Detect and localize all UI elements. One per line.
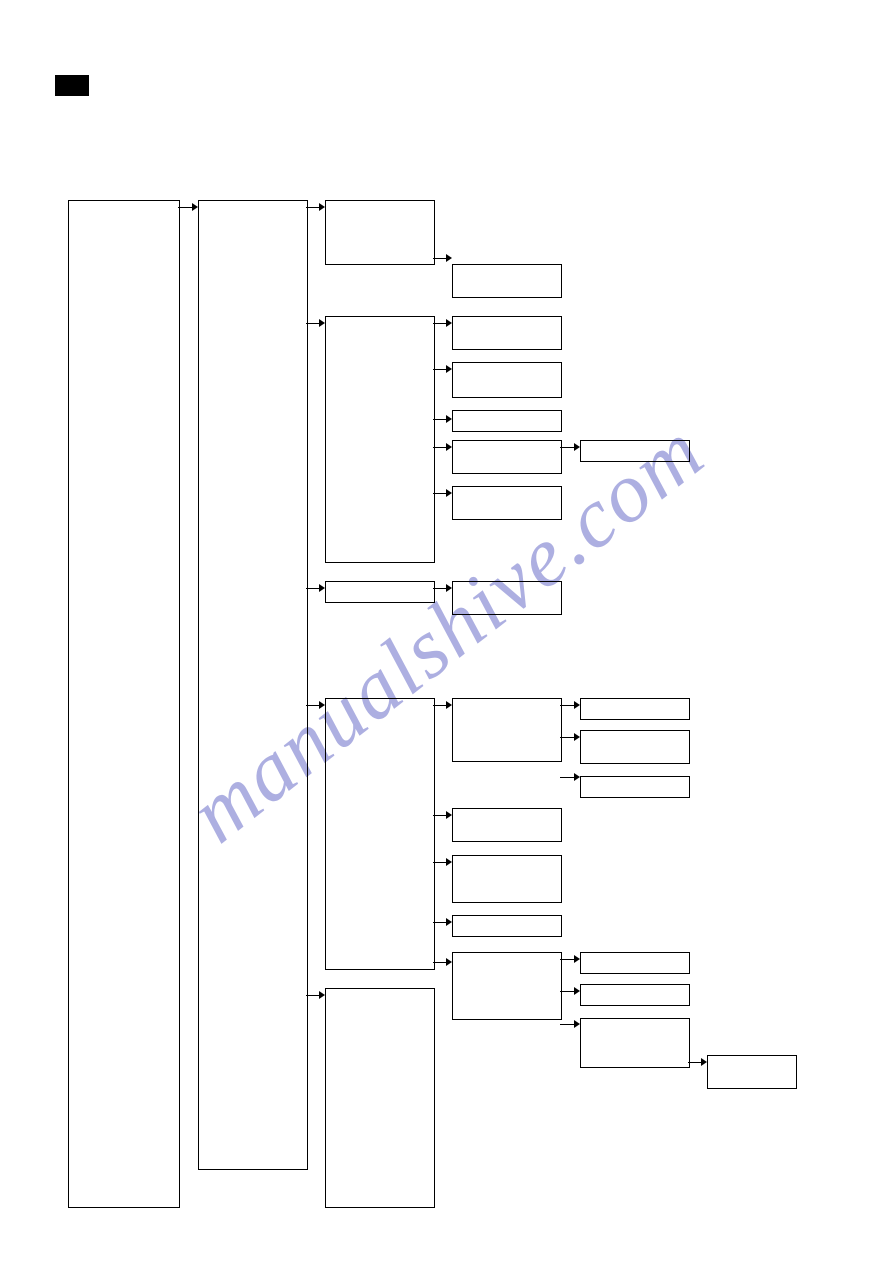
arrow-head-icon (446, 811, 452, 819)
arrow-head-icon (192, 203, 198, 211)
flow-node-c3d1 (452, 698, 562, 762)
flow-node-c2d (325, 698, 435, 970)
flow-node-c3d5 (452, 952, 562, 1020)
flow-edge (306, 207, 320, 208)
flow-node-c3d2 (452, 808, 562, 842)
arrow-head-icon (574, 733, 580, 741)
flow-edge (560, 1024, 575, 1025)
arrow-head-icon (446, 365, 452, 373)
flow-edge (560, 777, 575, 778)
flow-edge (178, 207, 193, 208)
flow-edge (433, 419, 447, 420)
flow-node-c4d1b (580, 730, 690, 764)
flow-edge (433, 705, 447, 706)
flow-node-c4d5a (580, 952, 690, 974)
flow-edge (306, 995, 320, 996)
flow-node-c3d4 (452, 915, 562, 937)
flow-node-c3d3 (452, 855, 562, 903)
flow-node-c2b (325, 316, 435, 563)
flow-edge (688, 1062, 702, 1063)
flow-edge (560, 959, 575, 960)
arrow-head-icon (574, 987, 580, 995)
flow-edge (433, 862, 447, 863)
arrow-head-icon (574, 773, 580, 781)
page-bar (55, 75, 89, 96)
arrow-head-icon (446, 489, 452, 497)
arrow-head-icon (446, 584, 452, 592)
flow-node-c4d1a (580, 698, 690, 720)
flow-edge (433, 258, 447, 259)
flow-node-c3a (452, 264, 562, 298)
flow-edge (433, 962, 447, 963)
flow-node-c4d5c (580, 1018, 690, 1068)
flow-node-c4d1c (580, 776, 690, 798)
flow-edge (433, 493, 447, 494)
flow-node-c3b5 (452, 486, 562, 520)
arrow-head-icon (446, 701, 452, 709)
arrow-head-icon (446, 958, 452, 966)
flow-node-c2e (325, 988, 435, 1208)
arrow-head-icon (574, 443, 580, 451)
arrow-head-icon (574, 1020, 580, 1028)
flow-edge (306, 323, 320, 324)
flow-node-c3b1 (452, 316, 562, 350)
flow-edge (433, 588, 447, 589)
flow-edge (433, 922, 447, 923)
arrow-head-icon (446, 858, 452, 866)
flow-node-c4b4 (580, 440, 690, 462)
page-container: manualshive.com (0, 0, 893, 1263)
flow-edge (433, 447, 447, 448)
arrow-head-icon (701, 1058, 707, 1066)
flow-node-c5d5c (707, 1055, 797, 1089)
arrow-head-icon (446, 443, 452, 451)
arrow-head-icon (319, 584, 325, 592)
flow-edge (306, 705, 320, 706)
flow-edge (560, 991, 575, 992)
arrow-head-icon (319, 991, 325, 999)
arrow-head-icon (574, 955, 580, 963)
flow-node-c0 (68, 200, 180, 1208)
flow-edge (433, 323, 447, 324)
flow-edge (433, 369, 447, 370)
flow-node-c2a (325, 200, 435, 265)
arrow-head-icon (319, 701, 325, 709)
flow-edge (560, 447, 575, 448)
flow-edge (306, 588, 320, 589)
flow-edge (560, 705, 575, 706)
flow-node-c4d5b (580, 984, 690, 1006)
arrow-head-icon (446, 319, 452, 327)
flow-node-c3b3 (452, 410, 562, 432)
arrow-head-icon (446, 415, 452, 423)
flow-node-c1a (198, 200, 308, 1170)
arrow-head-icon (446, 254, 452, 262)
flow-edge (433, 815, 447, 816)
flow-edge (560, 737, 575, 738)
arrow-head-icon (574, 701, 580, 709)
flow-node-c2c (325, 581, 435, 603)
flow-node-c3b4 (452, 440, 562, 474)
arrow-head-icon (319, 203, 325, 211)
arrow-head-icon (319, 319, 325, 327)
arrow-head-icon (446, 918, 452, 926)
flow-node-c3c (452, 581, 562, 615)
flow-node-c3b2 (452, 362, 562, 398)
